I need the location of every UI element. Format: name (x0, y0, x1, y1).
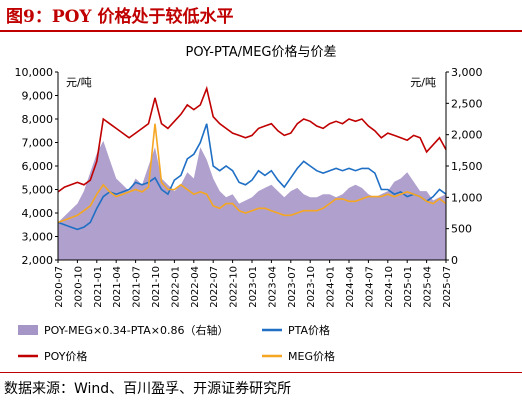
left-tick-label: 6,000 (22, 160, 54, 173)
legend: POY-MEG×0.34-PTA×0.86（右轴） PTA价格 POY价格 MEG价格 (18, 323, 335, 363)
axes: 2,000 3,000 4,000 5,000 6,000 7,000 8,000 9,000… (15, 66, 483, 308)
x-tick-label: 2021-10 (151, 266, 162, 308)
left-unit-label: 元/吨 (66, 76, 92, 89)
left-tick-label: 10,000 (15, 66, 54, 79)
legend-label-spread: POY-MEG×0.34-PTA×0.86（右轴） (44, 323, 228, 337)
right-tick-label: 2,500 (451, 97, 483, 110)
x-tick-label: 2020-10 (73, 266, 84, 308)
series-poy-line (57, 85, 447, 193)
right-tick-label: 2,000 (451, 129, 483, 142)
left-tick-label: 4,000 (22, 207, 54, 220)
left-tick-label: 9,000 (22, 90, 54, 103)
legend-label-poy: POY价格 (44, 349, 87, 363)
series-spread-area (58, 140, 446, 260)
right-tick-label: 500 (451, 223, 472, 236)
left-tick-label: 7,000 (22, 137, 54, 150)
legend-label-pta: PTA价格 (288, 323, 330, 337)
series-meg-line (57, 123, 447, 224)
right-tick-label: 3,000 (451, 66, 483, 79)
right-unit-label: 元/吨 (410, 76, 436, 89)
x-tick-label: 2022-07 (209, 266, 220, 308)
x-tick-label: 2021-04 (112, 266, 123, 308)
left-tick-label: 5,000 (22, 184, 54, 197)
source-rule (0, 372, 522, 373)
legend-swatch-spread (18, 325, 38, 335)
x-tick-label: 2023-04 (267, 266, 278, 308)
right-tick-label: 1,500 (451, 160, 483, 173)
x-tick-label: 2024-07 (364, 266, 375, 308)
series-pta-line (57, 123, 447, 231)
left-tick-label: 3,000 (22, 231, 54, 244)
x-tick-label: 2024-04 (345, 266, 356, 308)
left-tick-label: 2,000 (22, 254, 54, 267)
x-tick-label: 2023-07 (287, 266, 298, 308)
x-tick-label: 2023-10 (306, 266, 317, 308)
x-tick-label: 2023-01 (248, 266, 259, 308)
legend-label-meg: MEG价格 (288, 349, 335, 363)
x-tick-label: 2022-04 (190, 266, 201, 308)
x-tick-label: 2025-04 (423, 266, 434, 308)
x-tick-label: 2024-10 (384, 266, 395, 308)
source-note: 数据来源：Wind、百川盈孚、开源证券研究所 (4, 381, 292, 397)
x-tick-label: 2022-01 (170, 266, 181, 308)
title-rule (0, 30, 522, 32)
figure-title: 图9：POY 价格处于较低水平 (6, 7, 234, 27)
plot-area (57, 85, 447, 260)
x-tick-label: 2024-01 (326, 266, 337, 308)
chart-title: POY-PTA/MEG价格与价差 (186, 44, 337, 60)
right-tick-label: 1,000 (451, 191, 483, 204)
x-tick-label: 2025-01 (403, 266, 414, 308)
x-tick-label: 2021-07 (132, 266, 143, 308)
x-tick-label: 2025-07 (442, 266, 453, 308)
left-tick-label: 8,000 (22, 113, 54, 126)
x-tick-label: 2020-07 (54, 266, 65, 308)
x-tick-label: 2022-10 (229, 266, 240, 308)
x-tick-label: 2021-01 (93, 266, 104, 308)
right-tick-label: 0 (451, 254, 458, 267)
